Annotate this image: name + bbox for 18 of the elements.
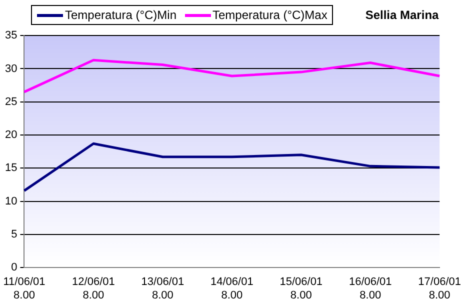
x-tick-label: 14/06/01 8.00 — [210, 276, 254, 302]
x-tick-label: 13/06/01 8.00 — [141, 276, 184, 302]
y-tick-label: 0 — [11, 262, 18, 274]
legend-label: Temperatura (°C)Min — [65, 8, 176, 22]
y-tick-label: 5 — [11, 228, 18, 240]
x-tick-label: 15/06/01 8.00 — [280, 276, 323, 302]
y-tick-label: 35 — [4, 30, 18, 42]
y-tick-label: 25 — [4, 96, 18, 108]
legend-label: Temperatura (°C)Max — [212, 8, 328, 22]
x-tick-label: 11/06/01 8.00 — [3, 276, 46, 302]
y-tick-label: 15 — [4, 162, 18, 174]
y-tick-label: 30 — [4, 62, 18, 75]
x-tick-label: 16/06/01 8.00 — [348, 276, 392, 302]
y-tick-label: 20 — [4, 129, 18, 142]
y-tick-label: 10 — [4, 195, 18, 208]
x-tick-label: 12/06/01 8.00 — [72, 276, 115, 302]
chart-title: Sellia Marina — [365, 8, 439, 22]
x-tick-label: 17/06/01 8.00 — [418, 276, 462, 302]
